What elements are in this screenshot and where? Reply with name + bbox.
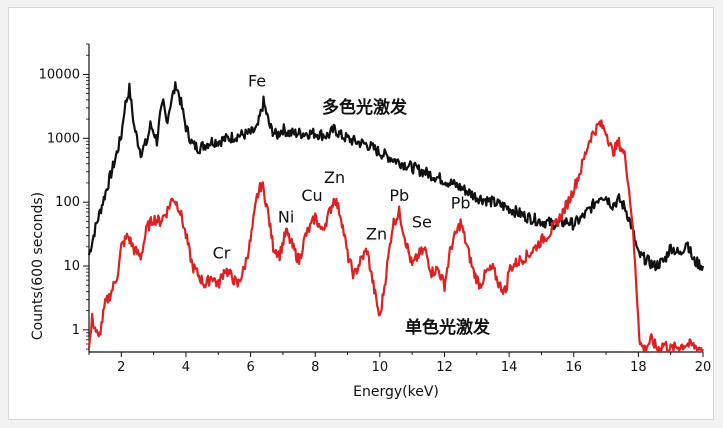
- y-tick-label: 1: [72, 323, 80, 338]
- x-tick-label: 10: [372, 360, 389, 375]
- legend-polychromatic-label: 多色光激发: [322, 97, 408, 118]
- x-tick-label: 12: [436, 360, 453, 375]
- x-tick-label: 14: [501, 360, 518, 375]
- element-annotation: Pb: [451, 193, 471, 212]
- y-tick-label: 10000: [39, 67, 80, 82]
- element-annotation: Fe: [248, 71, 266, 90]
- element-annotation: Zn: [324, 168, 345, 187]
- monochromatic-series-line: [87, 119, 705, 354]
- element-annotation: Ni: [278, 208, 294, 227]
- x-tick-label: 6: [246, 360, 254, 375]
- y-tick-label: 100: [55, 195, 80, 210]
- x-tick-label: 18: [630, 360, 647, 375]
- x-tick-label: 8: [311, 360, 319, 375]
- chart-frame: [8, 7, 714, 420]
- series-lines: [87, 81, 705, 354]
- y-axis-title: Counts(600 seconds): [30, 192, 46, 340]
- element-annotation: Cr: [213, 244, 231, 263]
- y-tick-label: 1000: [47, 131, 80, 146]
- y-tick-label: 10: [63, 259, 80, 274]
- x-tick-label: 20: [695, 360, 712, 375]
- x-tick-label: 16: [565, 360, 582, 375]
- x-tick-label: 4: [182, 360, 190, 375]
- x-axis-title: Energy(keV): [353, 384, 439, 400]
- y-ticks: 1 10 100 1000 10000: [39, 43, 89, 350]
- legend-monochromatic-label: 单色光激发: [405, 317, 491, 338]
- element-annotation: Pb: [389, 186, 409, 205]
- x-ticks: 2 4 6 8 10 12 14 16 18 20: [88, 352, 712, 375]
- polychromatic-series-line: [87, 81, 705, 272]
- plot-area: 2 4 6 8 10 12 14 16 18 20 1 10 100 1000 10000 Fe Cr Ni C…: [39, 43, 712, 375]
- element-annotation: Se: [412, 213, 432, 232]
- element-annotation: Zn: [366, 225, 387, 244]
- element-annotation: Cu: [301, 186, 322, 205]
- x-tick-label: 2: [117, 360, 125, 375]
